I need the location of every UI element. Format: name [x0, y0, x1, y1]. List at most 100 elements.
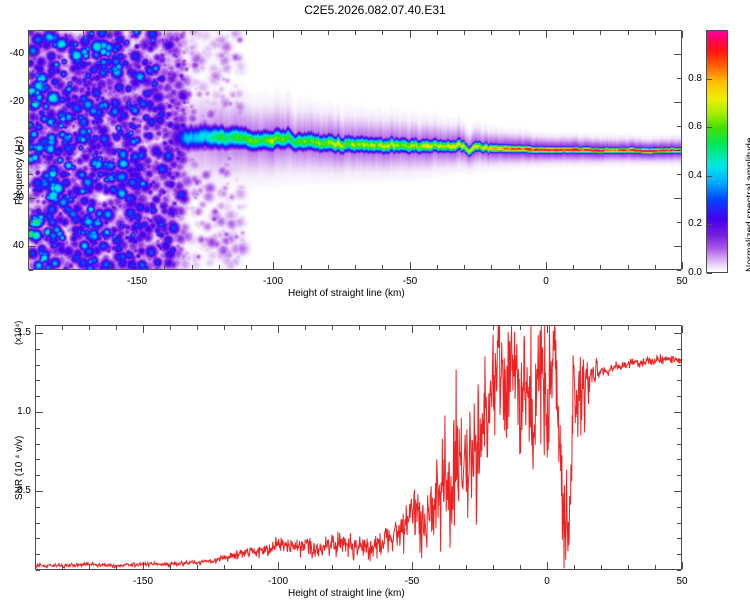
tick-label: 1.0 [17, 406, 31, 417]
axis-tick [677, 222, 681, 223]
axis-tick [29, 54, 36, 55]
snr-curve [36, 326, 681, 569]
axis-tick [385, 565, 386, 569]
colorbar [706, 30, 728, 273]
axis-tick [36, 349, 40, 350]
axis-tick [143, 562, 144, 569]
axis-tick [437, 31, 438, 35]
tick-label: -50 [404, 576, 420, 587]
axis-tick [29, 150, 36, 151]
axis-tick [36, 475, 40, 476]
tick-label: -100 [267, 576, 289, 587]
axis-tick [520, 326, 521, 330]
axis-tick [36, 428, 40, 429]
axis-tick [89, 565, 90, 569]
axis-tick [36, 333, 43, 334]
axis-tick [359, 326, 360, 330]
axis-tick [519, 265, 520, 269]
axis-tick [197, 565, 198, 569]
axis-tick [677, 428, 681, 429]
axis-tick [137, 31, 138, 38]
axis-tick [29, 78, 33, 79]
axis-tick [219, 31, 220, 35]
axis-tick [600, 31, 601, 35]
axis-tick [62, 326, 63, 330]
axis-tick [674, 333, 681, 334]
axis-tick [35, 326, 36, 330]
tick-label: 0 [18, 144, 24, 155]
axis-tick [519, 31, 520, 35]
axis-tick [601, 565, 602, 569]
axis-tick [278, 562, 279, 569]
axis-tick [707, 273, 712, 274]
axis-tick [674, 198, 681, 199]
tick-label: 0.2 [688, 218, 702, 229]
axis-tick [439, 565, 440, 569]
tick-label: 0 [543, 276, 549, 287]
tick-label: 0.4 [688, 170, 702, 181]
axis-tick [278, 326, 279, 333]
axis-tick [677, 459, 681, 460]
axis-tick [62, 565, 63, 569]
axis-tick [36, 444, 40, 445]
snr-y-exponent-label: (x10⁴) [13, 320, 23, 345]
axis-tick [707, 176, 712, 177]
axis-tick [439, 326, 440, 330]
axis-tick [707, 224, 712, 225]
axis-tick [601, 326, 602, 330]
axis-tick [332, 326, 333, 330]
snr-x-axis-label: Height of straight line (km) [288, 588, 405, 599]
axis-tick [36, 459, 40, 460]
axis-tick [677, 444, 681, 445]
axis-tick [355, 31, 356, 35]
axis-tick [628, 31, 629, 35]
tick-label: 0 [544, 576, 550, 587]
snr-plot-svg [36, 326, 681, 569]
axis-tick [35, 565, 36, 569]
axis-tick [83, 31, 84, 35]
axis-tick [674, 54, 681, 55]
axis-tick [677, 507, 681, 508]
axis-tick [36, 538, 40, 539]
spectrogram-panel [28, 30, 682, 270]
axis-tick [273, 262, 274, 269]
axis-tick [36, 380, 40, 381]
axis-tick [574, 326, 575, 330]
axis-tick [466, 326, 467, 330]
axis-tick [628, 565, 629, 569]
page-title: C2E5.2026.082.07.40.E31 [304, 3, 446, 17]
tick-label: 20 [12, 192, 24, 203]
axis-tick [412, 562, 413, 569]
axis-tick [192, 265, 193, 269]
axis-tick [36, 396, 40, 397]
axis-tick [170, 326, 171, 330]
colorbar-label: Normalized spectral amplitude [745, 137, 750, 272]
tick-label: -20 [9, 96, 24, 107]
axis-tick [573, 31, 574, 35]
axis-tick [547, 562, 548, 569]
axis-tick [682, 562, 683, 569]
axis-tick [143, 326, 144, 333]
axis-tick [137, 262, 138, 269]
tick-label: 1.5 [17, 327, 31, 338]
axis-tick [682, 326, 683, 333]
axis-tick [301, 265, 302, 269]
tick-label: 0.8 [688, 73, 702, 84]
axis-tick [328, 265, 329, 269]
axis-tick [491, 31, 492, 35]
tick-label: -150 [132, 576, 154, 587]
axis-tick [219, 265, 220, 269]
axis-tick [36, 554, 40, 555]
axis-tick [192, 31, 193, 35]
axis-tick [677, 174, 681, 175]
tick-label: -100 [262, 276, 284, 287]
axis-tick [493, 565, 494, 569]
axis-tick [305, 565, 306, 569]
axis-tick [273, 31, 274, 38]
axis-tick [677, 78, 681, 79]
axis-tick [55, 265, 56, 269]
axis-tick [385, 326, 386, 330]
axis-tick [246, 265, 247, 269]
axis-tick [382, 265, 383, 269]
axis-tick [466, 565, 467, 569]
